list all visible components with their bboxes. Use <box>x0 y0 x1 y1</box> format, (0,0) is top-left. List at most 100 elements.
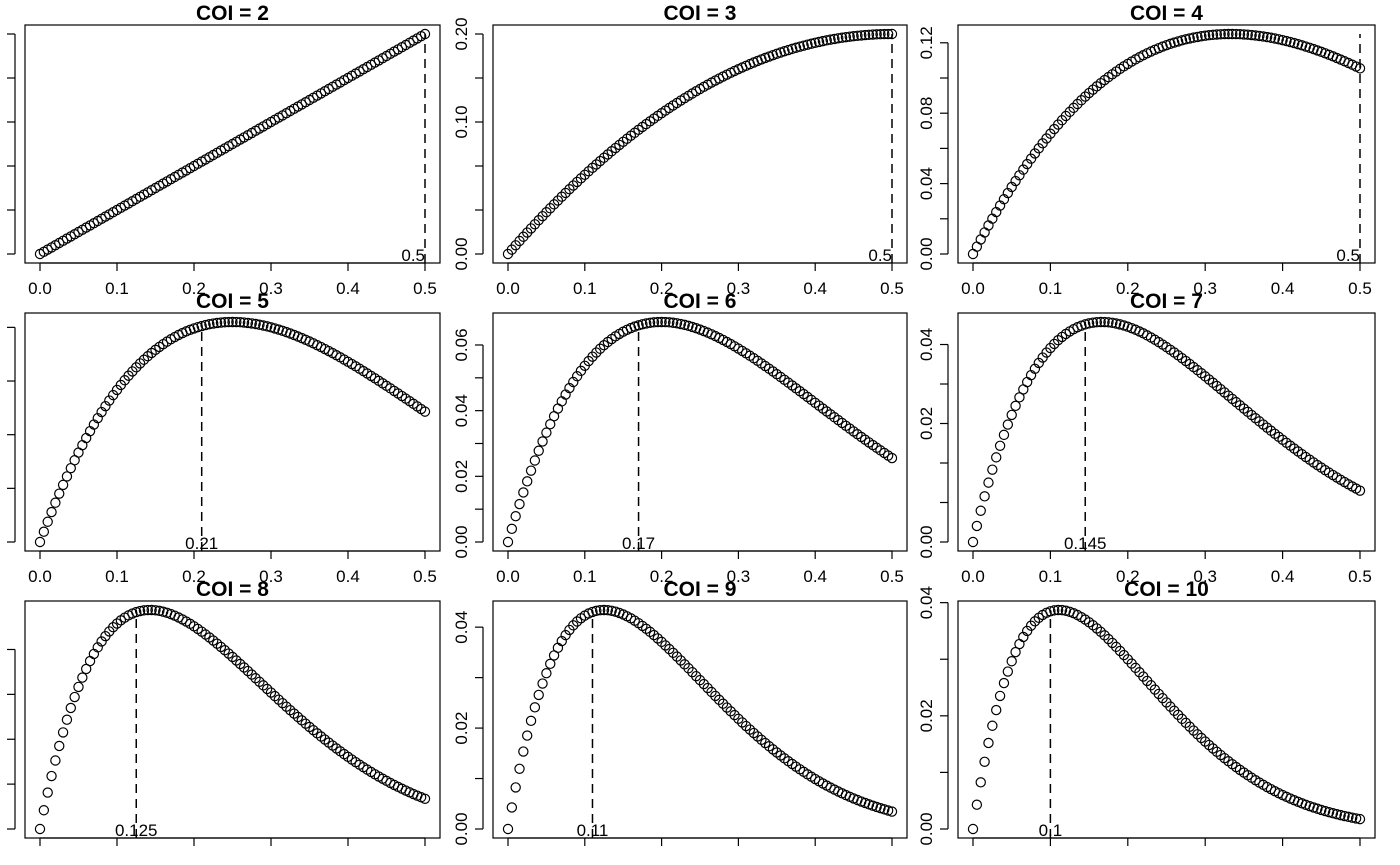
data-point <box>656 636 667 648</box>
data-point <box>514 498 525 510</box>
data-point <box>829 33 840 45</box>
data-point <box>568 376 579 388</box>
panel-title: COI = 5 <box>196 290 269 313</box>
x-tick-label: 0.5 <box>413 567 437 586</box>
data-point <box>975 505 986 516</box>
data-point <box>725 706 736 717</box>
data-point <box>231 316 242 328</box>
data-point <box>537 436 548 447</box>
data-point <box>991 452 1002 463</box>
data-point <box>556 191 567 202</box>
data-point <box>579 169 591 180</box>
y-tick-label: 0.04 <box>452 611 471 644</box>
data-point <box>223 648 234 659</box>
data-point <box>250 318 261 330</box>
data-point <box>548 199 560 210</box>
data-point <box>679 659 690 670</box>
y-tick-label: 0.12 <box>917 26 936 59</box>
data-point <box>227 651 238 663</box>
x-tick-label: 0.5 <box>413 279 437 298</box>
x-tick-label: 0.2 <box>182 279 206 298</box>
data-point <box>157 606 169 617</box>
data-point <box>652 633 663 644</box>
data-point <box>1242 29 1253 40</box>
data-point <box>269 690 281 702</box>
data-point <box>675 655 687 666</box>
x-axis: 0.0 0.1 0.2 0.3 0.4 0.5 <box>496 262 904 298</box>
data-point <box>1114 319 1126 330</box>
data-point <box>242 665 254 677</box>
data-point <box>710 690 721 702</box>
x-tick-label: 0.4 <box>803 567 827 586</box>
data-point <box>1180 34 1192 45</box>
data-point <box>1176 35 1188 46</box>
plot-frame <box>492 312 908 552</box>
data-point <box>967 823 979 835</box>
y-tick-label: 0.06 <box>452 328 471 361</box>
data-point <box>660 640 671 651</box>
data-point <box>760 737 771 749</box>
data-point <box>859 29 871 41</box>
data-point <box>598 340 610 351</box>
data-point <box>602 604 614 616</box>
x-tick-label: 0.0 <box>961 567 985 586</box>
data-point <box>258 320 269 331</box>
data-point <box>702 682 713 694</box>
data-point <box>1006 656 1017 667</box>
optimum-label: 0.17 <box>622 534 655 553</box>
data-point <box>1080 319 1091 330</box>
data-points <box>34 316 431 548</box>
data-point <box>1207 29 1219 41</box>
y-axis: 0.00 0.02 0.04 <box>917 586 949 846</box>
data-point <box>522 476 533 487</box>
data-point <box>1219 28 1230 40</box>
data-point <box>1068 102 1079 114</box>
data-point <box>975 234 986 245</box>
data-point <box>633 320 644 331</box>
y-axis <box>7 326 16 543</box>
data-point <box>1331 809 1342 820</box>
x-tick-label: 0.4 <box>1271 567 1295 586</box>
data-point <box>656 316 667 328</box>
x-tick-label: 0.2 <box>650 279 674 298</box>
data-point <box>1215 29 1226 40</box>
data-point <box>1172 36 1184 47</box>
data-point <box>150 605 161 616</box>
x-tick-label: 0.1 <box>573 279 597 298</box>
data-point <box>1246 29 1257 41</box>
x-tick-label: 0.0 <box>496 567 520 586</box>
x-axis: 0.0 0.1 0.2 0.3 0.4 0.5 <box>496 550 904 586</box>
x-tick-label: 0.4 <box>336 567 360 586</box>
data-point <box>583 166 594 177</box>
data-point <box>1103 633 1114 645</box>
data-point <box>575 173 587 184</box>
data-point <box>529 702 541 713</box>
plot-frame <box>24 600 441 839</box>
data-point <box>886 28 898 40</box>
data-point <box>836 32 848 43</box>
data-point <box>1254 30 1265 42</box>
data-point <box>879 28 890 40</box>
data-points <box>34 604 431 835</box>
data-point <box>810 37 821 49</box>
data-points <box>502 28 898 260</box>
data-point <box>591 159 602 170</box>
data-point <box>142 351 153 362</box>
data-point <box>552 195 564 206</box>
data-point <box>215 317 227 328</box>
data-point <box>1327 808 1339 819</box>
data-point <box>1033 357 1044 369</box>
x-axis <box>972 837 1361 846</box>
data-point <box>644 317 656 329</box>
data-point <box>752 731 763 742</box>
data-point <box>77 672 88 683</box>
data-point <box>541 668 552 679</box>
data-point <box>675 318 687 330</box>
data-point <box>234 658 246 670</box>
x-tick-label: 0.3 <box>1193 567 1217 586</box>
data-point <box>591 605 602 617</box>
data-point <box>714 694 725 706</box>
data-point <box>1029 616 1041 627</box>
data-point <box>104 395 115 406</box>
plot-frame <box>24 312 441 552</box>
